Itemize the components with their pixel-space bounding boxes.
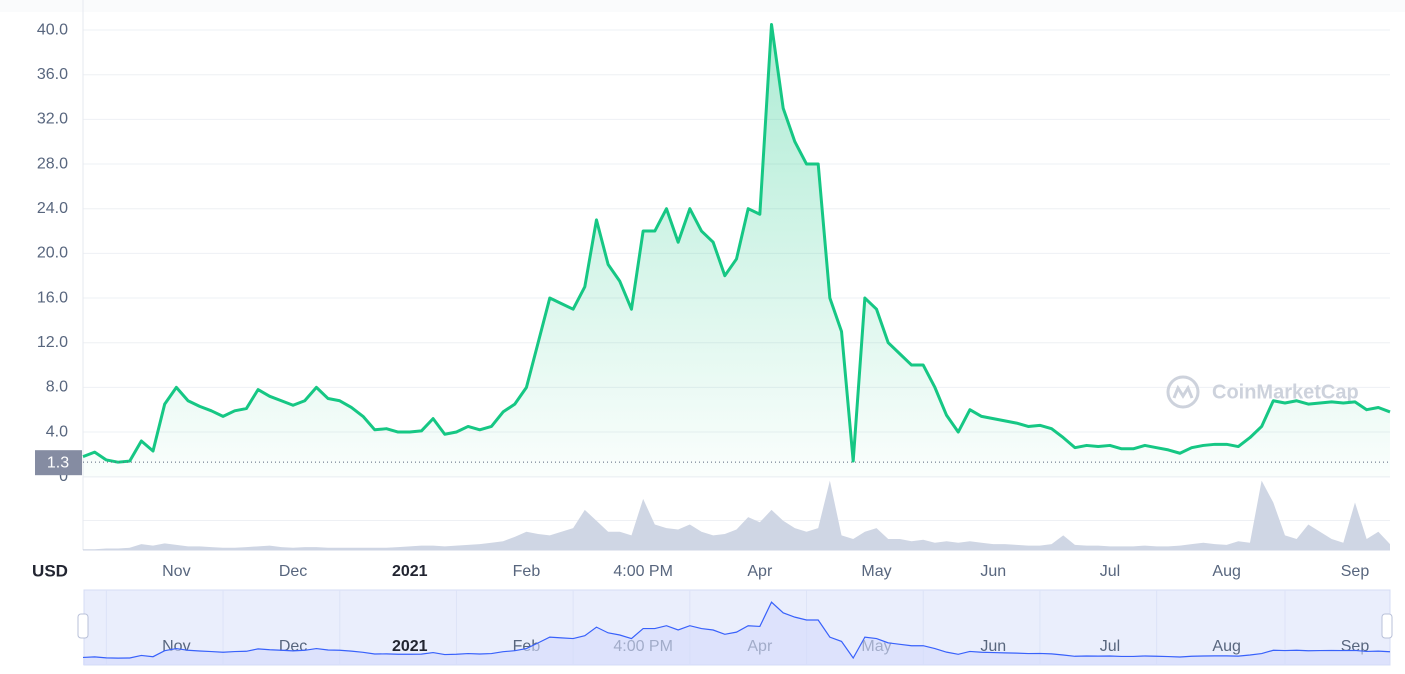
y-tick-label: 12.0 xyxy=(37,334,68,351)
y-tick-label: 8.0 xyxy=(46,379,68,396)
y-tick-label: 40.0 xyxy=(37,21,68,38)
x-tick-label: Dec xyxy=(279,563,307,580)
x-tick-label: Aug xyxy=(1212,563,1240,580)
navigator-tick-label: Jul xyxy=(1100,638,1120,655)
navigator-handle-left[interactable] xyxy=(77,613,89,639)
y-tick-label: 20.0 xyxy=(37,245,68,262)
price-marker-label: 1.3 xyxy=(47,454,69,471)
navigator-handle-right[interactable] xyxy=(1381,613,1393,639)
price-area xyxy=(83,24,1390,477)
y-tick-label: 16.0 xyxy=(37,289,68,306)
price-marker-box xyxy=(35,450,82,476)
navigator-tick-label: 2021 xyxy=(392,638,428,655)
y-axis-label: USD xyxy=(32,561,68,580)
x-tick-label: 2021 xyxy=(392,563,428,580)
x-tick-label: Sep xyxy=(1341,563,1370,580)
y-tick-label: 32.0 xyxy=(37,111,68,128)
navigator-line xyxy=(82,601,1391,660)
top-band xyxy=(0,0,1405,12)
price-line xyxy=(82,22,1391,464)
y-tick-label: 4.0 xyxy=(46,423,68,440)
watermark-logo xyxy=(1166,375,1200,409)
x-tick-label: Jun xyxy=(980,563,1006,580)
watermark: CoinMarketCap xyxy=(1212,381,1359,403)
y-tick-label: 24.0 xyxy=(37,200,68,217)
x-tick-label: May xyxy=(861,563,891,580)
x-tick-label: 4:00 PM xyxy=(613,563,673,580)
x-tick-label: Apr xyxy=(747,563,773,580)
navigator-tick-label: Jun xyxy=(980,638,1006,655)
volume-area xyxy=(83,480,1390,550)
x-tick-label: Feb xyxy=(513,563,541,580)
navigator-tick-label: Aug xyxy=(1212,638,1240,655)
x-tick-label: Nov xyxy=(162,563,190,580)
y-tick-label: 0 xyxy=(59,468,68,485)
x-tick-label: Jul xyxy=(1100,563,1120,580)
y-tick-label: 28.0 xyxy=(37,155,68,172)
y-tick-label: 36.0 xyxy=(37,66,68,83)
navigator-area xyxy=(83,602,1390,665)
